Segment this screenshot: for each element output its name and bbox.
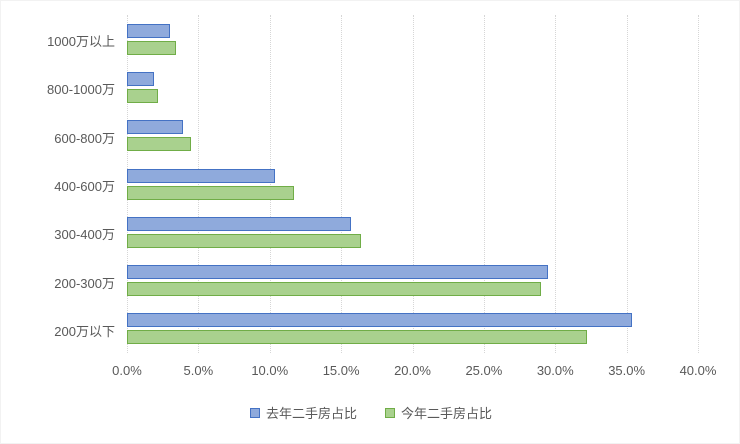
- this-year-bar: [127, 137, 192, 152]
- last-year-bar: [127, 71, 155, 86]
- grid-line: [412, 15, 414, 353]
- x-tick-label: 35.0%: [608, 363, 646, 378]
- this-year-bar: [127, 185, 295, 200]
- grid-line: [483, 15, 485, 353]
- category-label: 200-300万: [54, 275, 115, 291]
- this-year-bar: [127, 233, 362, 248]
- last-year-bar: [127, 168, 276, 183]
- x-tick-label: 0.0%: [112, 363, 142, 378]
- last-year-bar: [127, 216, 352, 231]
- last-year-bar: [127, 265, 549, 280]
- x-tick-label: 15.0%: [322, 363, 360, 378]
- last-year-bar: [127, 313, 633, 328]
- category-label: 800-1000万: [47, 82, 115, 98]
- last-year-bar: [127, 23, 170, 38]
- legend-label: 今年二手房占比: [401, 406, 493, 421]
- grid-line: [626, 15, 628, 353]
- grid-line: [198, 15, 200, 353]
- this-year-bar: [127, 88, 159, 103]
- legend-label: 去年二手房占比: [265, 406, 357, 421]
- grid-line: [341, 15, 343, 353]
- category-label: 1000万以上: [47, 34, 115, 50]
- grid-line: [698, 15, 699, 353]
- grid-line: [127, 15, 128, 353]
- grid-line: [269, 15, 271, 353]
- x-tick-label: 20.0%: [394, 363, 431, 378]
- x-tick-label: 30.0%: [536, 363, 574, 378]
- legend-item-last-year: 去年二手房占比: [249, 403, 357, 422]
- x-tick-label: 25.0%: [465, 363, 503, 378]
- legend-marker-icon: [249, 407, 260, 418]
- plot-area: [127, 15, 699, 353]
- category-label: 600-800万: [54, 130, 115, 146]
- legend-marker-icon: [385, 407, 395, 418]
- x-tick-label: 10.0%: [251, 363, 289, 378]
- this-year-bar: [127, 282, 541, 297]
- x-tick-label: 40.0%: [679, 363, 717, 378]
- last-year-bar: [127, 120, 183, 135]
- this-year-bar: [127, 330, 587, 345]
- category-label: 400-600万: [54, 179, 115, 194]
- grid-line: [555, 15, 557, 353]
- category-label: 300-400万: [54, 227, 115, 243]
- legend: 去年二手房占比 今年二手房占比: [1, 403, 739, 422]
- category-label: 200万以下: [54, 323, 115, 339]
- this-year-bar: [127, 40, 176, 55]
- legend-item-this-year: 今年二手房占比: [385, 403, 492, 422]
- x-tick-label: 5.0%: [183, 363, 214, 378]
